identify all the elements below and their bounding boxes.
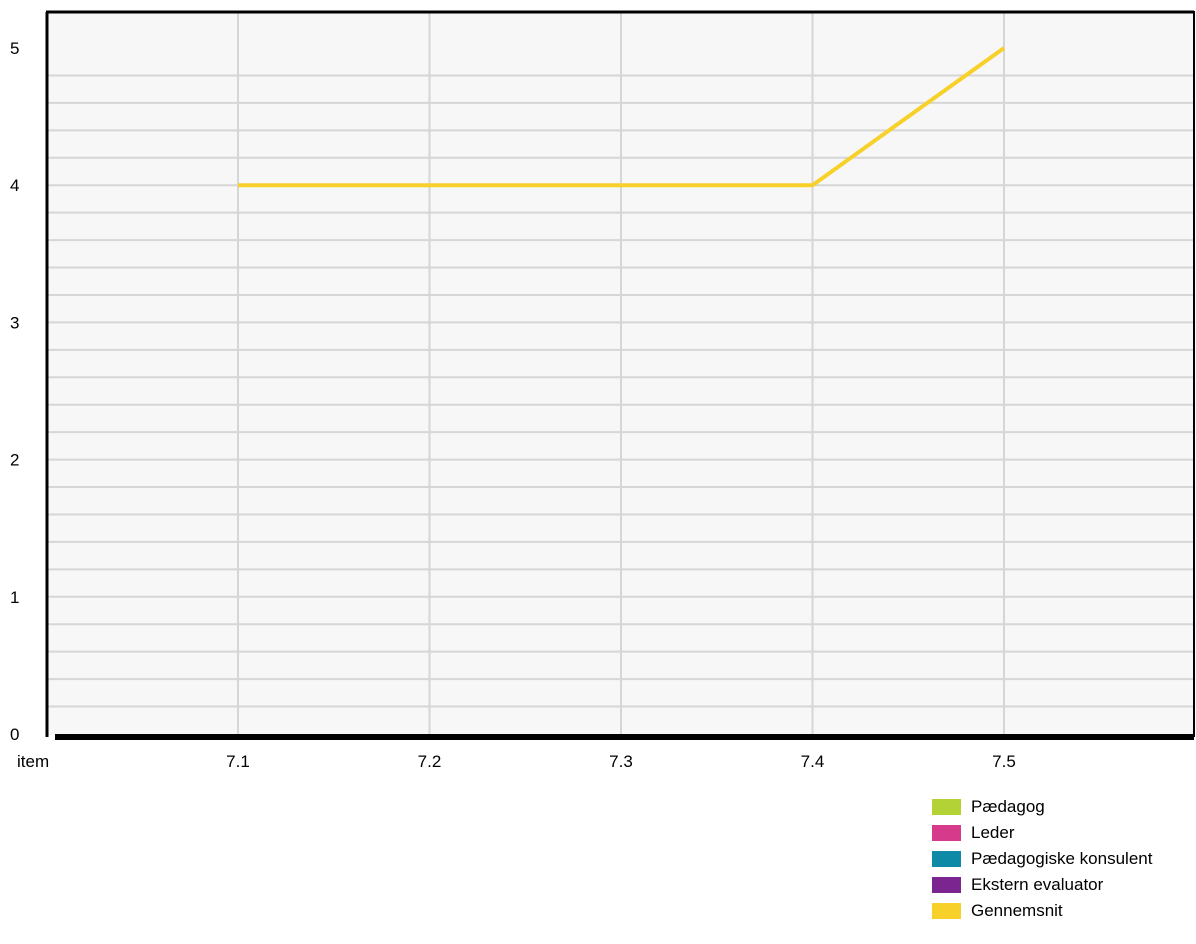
y-tick-label: 1 [10,588,19,607]
series-line [238,46,1006,188]
legend-item: Pædagog [932,794,1196,820]
y-tick-label: 3 [10,313,19,332]
legend: Pædagog Leder Pædagogiske konsulent Ekstern… [932,794,1196,924]
legend-swatch [932,877,961,893]
gridlines [48,13,1193,734]
legend-swatch [932,799,961,815]
y-tick-label: 5 [10,39,19,58]
y-tick-label: 4 [10,176,19,195]
legend-item: Gennemsnit [932,898,1196,924]
legend-item: Ekstern evaluator [932,872,1196,898]
legend-item: Pædagogiske konsulent [932,846,1196,872]
x-tick-label: 7.1 [226,752,250,771]
x-tick-label: 7.4 [801,752,825,771]
legend-label: Pædagogiske konsulent [971,849,1153,868]
legend-swatch [932,903,961,919]
y-tick-label: 2 [10,451,19,470]
x-tick-label: 7.5 [992,752,1016,771]
x-axis-title: item [17,752,49,771]
legend-label: Pædagog [971,797,1045,816]
legend-item: Leder [932,820,1196,846]
y-tick-label: 0 [10,725,19,744]
tick-labels: 0 1 2 3 4 5 7.1 7.2 7.3 7.4 7.5 [10,39,1016,771]
legend-swatch [932,851,961,867]
legend-label: Leder [971,823,1015,842]
legend-swatch [932,825,961,841]
legend-label: Ekstern evaluator [971,875,1104,894]
x-tick-label: 7.3 [609,752,633,771]
series-lines [238,46,1006,188]
legend-label: Gennemsnit [971,901,1063,920]
x-tick-label: 7.2 [418,752,442,771]
